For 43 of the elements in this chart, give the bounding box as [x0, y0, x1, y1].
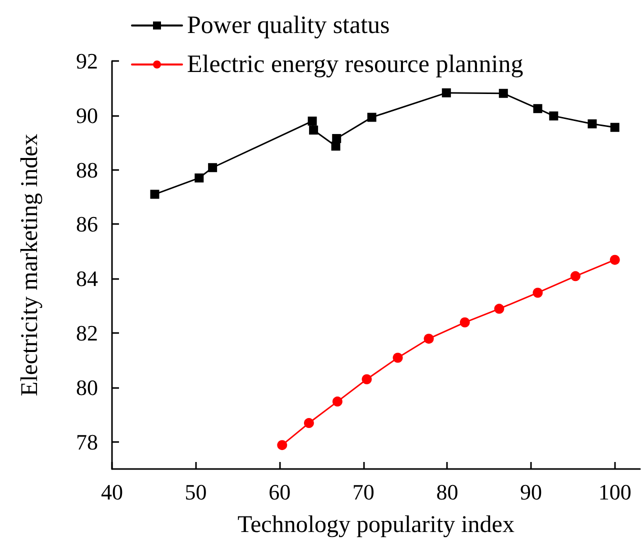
point: [309, 126, 318, 135]
point: [610, 122, 620, 132]
x-tick-label: 60: [268, 480, 291, 504]
point: [277, 440, 288, 450]
point: [498, 88, 508, 98]
legend-label: Electric energy resource planning: [187, 51, 524, 78]
y-tick-label: 92: [76, 48, 98, 74]
point: [208, 163, 218, 172]
point: [332, 134, 342, 144]
point: [308, 116, 317, 126]
legend-label: Power quality status: [187, 12, 390, 39]
y-tick-label: 80: [76, 374, 98, 400]
point: [588, 119, 597, 128]
x-tick-label: 90: [520, 480, 542, 504]
point: [494, 304, 504, 314]
point: [367, 112, 376, 122]
y-axis-title: Electricity marketing index: [17, 134, 43, 396]
y-tick-label: 88: [76, 157, 98, 182]
x-tick-label: 40: [101, 480, 123, 504]
y-tick-label: 84: [76, 266, 98, 292]
point: [424, 334, 434, 344]
point: [460, 317, 470, 328]
y-tick-label: 78: [76, 429, 98, 454]
point: [304, 418, 314, 428]
point: [532, 288, 543, 298]
x-tick-label: 100: [598, 480, 632, 504]
y-tick-label: 90: [76, 102, 98, 128]
point: [549, 111, 558, 120]
point: [392, 352, 403, 363]
y-tick-label: 86: [76, 212, 98, 237]
point: [194, 173, 204, 182]
point: [332, 396, 342, 407]
point: [570, 271, 580, 282]
x-tick-label: 50: [184, 480, 207, 504]
point: [362, 374, 372, 384]
x-tick-label: 80: [436, 480, 458, 504]
point: [150, 190, 160, 199]
y-tick-label: 82: [76, 320, 98, 346]
point: [442, 88, 451, 98]
x-tick-label: 70: [352, 480, 374, 504]
x-axis-title: Technology popularity index: [238, 512, 514, 538]
point: [533, 104, 542, 114]
point: [610, 254, 620, 265]
